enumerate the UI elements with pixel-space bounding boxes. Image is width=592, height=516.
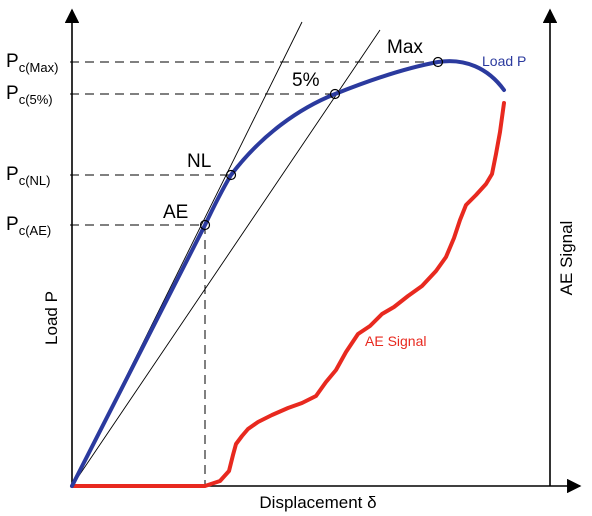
- ae-signal-curve: [70, 101, 506, 488]
- load-p-curve: [70, 59, 506, 488]
- marker-max-label: Max: [387, 37, 423, 58]
- marker-nl-label: NL: [187, 151, 211, 172]
- load-p-curve-label: Load P: [482, 53, 526, 69]
- p-ae-label: Pc(AE): [6, 214, 51, 238]
- marker-5-label: 5%: [292, 70, 320, 91]
- ae-signal-curve-label: AE Signal: [365, 333, 426, 349]
- marker-max-point: [432, 56, 444, 68]
- marker-5-point: [329, 88, 341, 100]
- p-max-label: Pc(Max): [6, 51, 58, 75]
- five-percent-offset-line: [71, 29, 381, 487]
- marker-ae-point: [199, 219, 211, 231]
- marker-ae-label: AE: [163, 202, 188, 223]
- y-right-axis-title: AE Signal: [557, 221, 576, 296]
- p-5-label: Pc(5%): [6, 83, 53, 107]
- y-left-axis-title: Load P: [42, 291, 61, 345]
- marker-nl-point: [225, 169, 237, 181]
- p-nl-label: Pc(NL): [6, 164, 50, 188]
- x-axis-title: Displacement δ: [259, 493, 376, 512]
